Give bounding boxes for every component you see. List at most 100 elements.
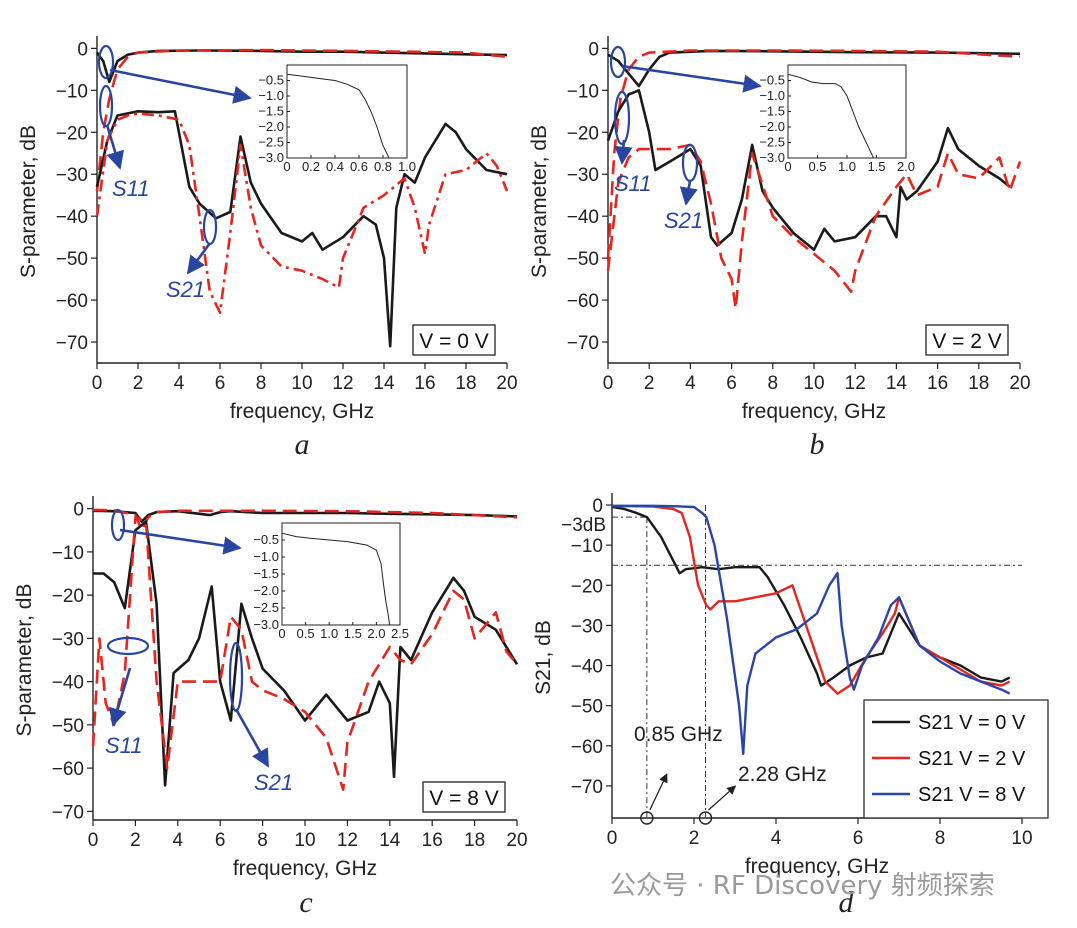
y-tick-label: 0	[77, 39, 88, 60]
s11-marker-ellipse	[609, 45, 627, 79]
inset-y-tick-label: −1.0	[258, 88, 284, 103]
inset-x-tick-label: 2.5	[391, 626, 409, 641]
y-tick-label: −10	[567, 81, 599, 102]
x-tick-label: 16	[927, 373, 948, 394]
panel-b: 0 2 4 6 8 10 12 14 16 18 20 0 −10 −20 −30 −40 −50 −60 −70 f…	[528, 36, 1031, 461]
inset-chart: 0 0.5 1.0 1.5 2.0 2.5 −0.5 −1.0 −1.5 −2.0 −2.5 −3.0	[253, 522, 409, 641]
watermark: 公众号 · RF Discovery 射频探索	[610, 871, 995, 901]
y-tick-label: −10	[56, 81, 88, 102]
freq-annotation: 2.28 GHz	[738, 763, 827, 786]
s11-annotation: S11	[112, 176, 150, 201]
inset-x-tick-label: 0.2	[302, 159, 320, 174]
y-tick-label: −40	[56, 207, 88, 228]
panel-a: 0 2 4 6 8 10 12 14 16 18 20 0 −10 −20 −30 −40 −50 −60 −70 f…	[17, 36, 518, 461]
x-axis-label: frequency, GHz	[745, 855, 889, 878]
y-axis-label: S-parameter, dB	[17, 125, 40, 278]
x-tick-label: 8	[257, 830, 268, 851]
inset-y-tick-label: −3.0	[258, 150, 284, 165]
y-tick-label: −60	[52, 759, 84, 780]
freq-marker	[640, 811, 654, 825]
inset-x-tick-label: 0	[283, 159, 290, 174]
inset-x-tick-label: 1.0	[320, 626, 338, 641]
inset-y-tick-label: −2.0	[253, 583, 279, 598]
inset-x-tick-label: 0.6	[350, 159, 368, 174]
x-tick-label: 0	[607, 828, 618, 849]
x-tick-label: 10	[803, 373, 824, 394]
ref-label-3db: −3dB	[561, 515, 606, 536]
x-axis-label: frequency, GHz	[742, 400, 886, 423]
series-line-s21	[612, 504, 1011, 755]
x-tick-label: 6	[215, 830, 226, 851]
x-tick-label: 0	[88, 830, 99, 851]
x-tick-label: 20	[1009, 373, 1030, 394]
y-tick-label: −30	[571, 616, 603, 637]
x-axis-label: frequency, GHz	[233, 857, 377, 880]
panel-c: 0 2 4 6 8 10 12 14 16 18 20 0 −10 −20 −30 −40 −50 −60 −70 f…	[13, 496, 528, 919]
panel-letter: a	[295, 428, 310, 461]
inset-y-tick-label: −3.0	[759, 150, 785, 165]
x-tick-label: 10	[294, 830, 315, 851]
x-tick-label: 18	[455, 373, 476, 394]
inset-x-tick-label: 2.0	[897, 159, 915, 174]
s11-arrow	[108, 667, 132, 727]
legend-label: S21 V = 2 V	[918, 748, 1026, 770]
inset-x-tick-label: 0.4	[326, 159, 344, 174]
condition-box	[412, 324, 496, 356]
x-tick-label: 8	[935, 828, 946, 849]
x-tick-label: 2	[644, 373, 655, 394]
s21-arrow	[234, 708, 270, 768]
x-tick-label: 16	[422, 830, 443, 851]
panel-letter: c	[299, 886, 312, 919]
inset-pointer-arrow	[119, 528, 242, 555]
y-tick-label: 0	[588, 39, 599, 60]
inset-y-tick-label: −0.5	[759, 73, 785, 88]
inset-x-tick-label: 1.0	[398, 159, 416, 174]
series-line-s21	[95, 110, 508, 348]
condition-label: V = 0 V	[419, 330, 488, 353]
condition-box	[422, 781, 506, 813]
inset-chart: 0 0.5 1.0 1.5 2.0 −0.5−1.0−1.5−2.0−2.5−3.0	[759, 64, 915, 174]
condition-box	[925, 324, 1009, 356]
inset-series-line	[286, 73, 390, 159]
series-line-s21	[611, 505, 1011, 687]
s21-arrow	[186, 242, 212, 275]
series-line-s21	[612, 505, 1011, 695]
y-axis-label: S-parameter, dB	[13, 584, 36, 737]
s21-marker-ellipse	[202, 208, 218, 246]
series-line-s11	[92, 509, 518, 523]
x-tick-label: 16	[414, 373, 435, 394]
y-tick-label: −40	[567, 207, 599, 228]
y-tick-label: −50	[567, 249, 599, 270]
freq-annotation: 0.85 GHz	[634, 723, 723, 746]
inset-y-tick-label: −1.0	[253, 549, 279, 564]
x-tick-label: 20	[506, 830, 527, 851]
s11-marker-ellipse	[106, 636, 150, 656]
inset-y-tick-label: −2.0	[258, 119, 284, 134]
y-tick-label: −10	[571, 536, 603, 557]
inset-pointer-arrow	[621, 64, 762, 93]
x-tick-label: 12	[332, 373, 353, 394]
condition-label: V = 8 V	[429, 787, 498, 810]
y-tick-label: −50	[56, 249, 88, 270]
s21-arrow	[679, 180, 698, 206]
x-tick-label: 14	[379, 830, 401, 851]
inset-y-tick-label: −1.5	[759, 104, 785, 119]
inset-y-tick-label: −2.5	[258, 135, 284, 150]
x-tick-label: 6	[215, 373, 226, 394]
x-tick-label: 2	[130, 830, 141, 851]
x-tick-label: 12	[845, 373, 866, 394]
x-tick-label: 4	[771, 828, 782, 849]
inset-x-tick-label: 2.0	[367, 626, 385, 641]
y-axis-label: S21, dB	[532, 620, 555, 695]
y-tick-label: −30	[567, 165, 599, 186]
condition-label: V = 2 V	[932, 330, 1001, 353]
series-line-s21	[91, 516, 519, 791]
s21-annotation: S21	[254, 770, 293, 795]
inset-x-tick-label: 0	[784, 159, 791, 174]
inset-y-tick-label: −2.5	[759, 135, 785, 150]
y-tick-label: −60	[571, 737, 603, 758]
series-line-s11	[607, 49, 1021, 88]
y-tick-label: −20	[571, 576, 603, 597]
inset-x-tick-label: 1.0	[838, 159, 856, 174]
